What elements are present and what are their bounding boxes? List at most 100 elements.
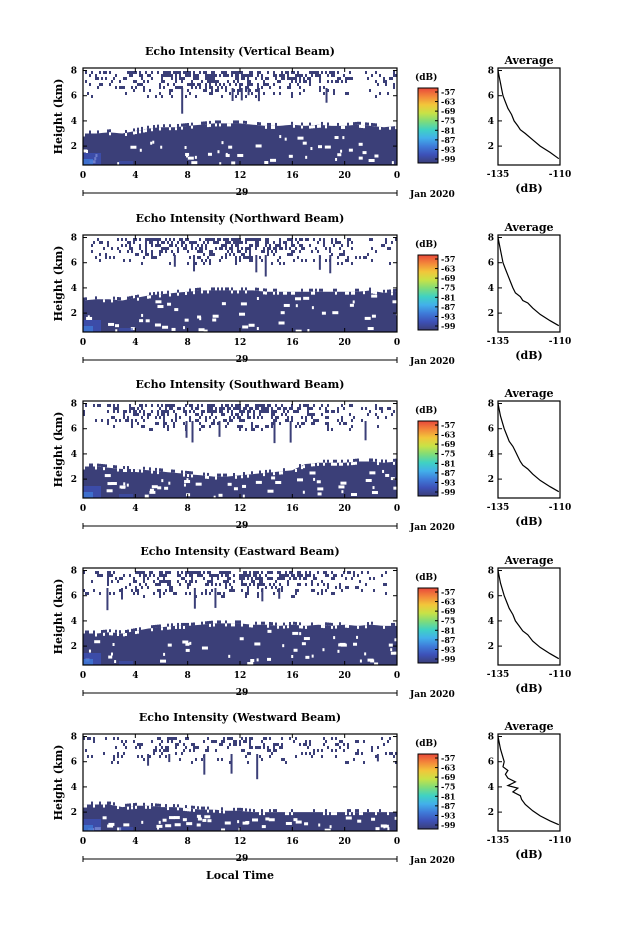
x-tick-label: 0 [80, 671, 86, 681]
average-y-tick: 6 [488, 758, 494, 768]
average-x-tick: -110 [549, 337, 572, 347]
average-y-tick: 6 [488, 425, 494, 435]
x-tick-label: 8 [185, 671, 191, 681]
average-x-tick: -110 [549, 836, 572, 846]
x-tick-label: 0 [80, 504, 86, 514]
panel-title: Echo Intensity (Eastward Beam) [140, 545, 339, 558]
panel-5: Echo Intensity (Westward Beam) 2 4 6 8 Height… [52, 711, 571, 866]
x-tick-label: 16 [286, 671, 299, 681]
x-tick-label: 4 [132, 671, 138, 681]
heatmap-cells [83, 571, 399, 666]
x-tick-label: 0 [394, 504, 400, 514]
x-tick-label: 0 [80, 338, 86, 348]
x-tick-label: 0 [394, 837, 400, 847]
colorbar [417, 254, 439, 331]
average-profile-line [497, 403, 560, 493]
y-axis-label: Height (km) [52, 79, 65, 155]
colorbar-tick: -93 [441, 810, 456, 820]
y-tick-label: 4 [71, 450, 77, 460]
average-title: Average [503, 387, 553, 400]
x-tick-label: 12 [234, 171, 247, 181]
x-tick-label: 20 [338, 338, 351, 348]
average-panel: Average 2 4 6 8 -135 -110 (dB) [487, 221, 572, 362]
colorbar-tick: -69 [441, 772, 456, 782]
y-tick-label: 2 [71, 642, 77, 652]
average-y-tick: 2 [488, 309, 494, 319]
x-tick-label: 0 [80, 171, 86, 181]
x-tick-label: 12 [234, 504, 247, 514]
average-y-tick: 8 [488, 733, 494, 743]
day-label: 29 [236, 188, 249, 198]
date-label: Jan 2020 [409, 357, 455, 367]
colorbar-tick: -75 [441, 116, 455, 126]
colorbar-tick: -81 [441, 292, 455, 302]
x-tick-label: 20 [338, 671, 351, 681]
colorbar-tick: -81 [441, 791, 455, 801]
x-tick-label: 16 [286, 837, 299, 847]
local-time-label: Local Time [206, 869, 274, 882]
colorbar-tick: -57 [441, 420, 455, 430]
colorbar-unit: (dB) [415, 239, 437, 250]
date-label: Jan 2020 [409, 856, 455, 866]
colorbar [417, 420, 439, 497]
average-y-tick: 2 [488, 642, 494, 652]
colorbar-unit: (dB) [415, 405, 437, 416]
y-tick-label: 8 [71, 567, 77, 577]
y-tick-label: 8 [71, 733, 77, 743]
average-frame [497, 567, 561, 666]
average-frame [497, 67, 561, 166]
x-tick-label: 8 [185, 837, 191, 847]
x-tick-label: 8 [185, 504, 191, 514]
panel-1: Echo Intensity (Vertical Beam) 2 4 6 8 Height… [52, 45, 571, 200]
colorbar-tick: -63 [441, 97, 456, 107]
average-y-tick: 6 [488, 259, 494, 269]
y-tick-label: 2 [71, 475, 77, 485]
average-x-tick: -110 [549, 170, 572, 180]
y-tick-label: 4 [71, 284, 77, 294]
average-profile-line [497, 570, 560, 660]
average-panel: Average 2 4 6 8 -135 -110 (dB) [487, 387, 572, 528]
x-tick-label: 0 [394, 171, 400, 181]
x-tick-label: 0 [394, 338, 400, 348]
colorbar-tick: -93 [441, 144, 456, 154]
low-echo-layer [83, 461, 397, 498]
average-x-label: (dB) [515, 349, 542, 362]
average-title: Average [503, 720, 553, 733]
average-y-tick: 4 [488, 117, 494, 127]
average-panel: Average 2 4 6 8 -135 -110 (dB) [487, 54, 572, 195]
colorbar-tick: -87 [441, 302, 455, 312]
colorbar-unit: (dB) [415, 72, 437, 83]
average-y-tick: 4 [488, 617, 494, 627]
date-label: Jan 2020 [409, 523, 455, 533]
x-tick-label: 20 [338, 837, 351, 847]
colorbar-tick: -63 [441, 597, 456, 607]
colorbar-tick: -69 [441, 439, 456, 449]
panel-3: Echo Intensity (Southward Beam) 2 4 6 8 Heigh… [52, 378, 571, 533]
x-tick-label: 12 [234, 837, 247, 847]
average-y-tick: 2 [488, 142, 494, 152]
colorbar-tick: -93 [441, 644, 456, 654]
colorbar-tick: -93 [441, 477, 456, 487]
x-tick-label: 12 [234, 671, 247, 681]
y-axis-label: Height (km) [52, 246, 65, 322]
average-y-tick: 4 [488, 284, 494, 294]
colorbar-tick: -57 [441, 587, 455, 597]
average-x-tick: -135 [487, 170, 510, 180]
colorbar-unit: (dB) [415, 572, 437, 583]
y-axis-label: Height (km) [52, 412, 65, 488]
colorbar-tick: -63 [441, 264, 456, 274]
average-y-tick: 8 [488, 67, 494, 77]
colorbar-tick: -99 [441, 820, 456, 830]
y-tick-label: 6 [71, 758, 77, 768]
average-y-tick: 4 [488, 450, 494, 460]
day-label: 29 [236, 521, 249, 531]
average-profile-line [497, 237, 560, 327]
day-label: 29 [236, 688, 249, 698]
y-tick-label: 8 [71, 67, 77, 77]
x-tick-label: 4 [132, 504, 138, 514]
average-profile-line [497, 736, 560, 826]
average-x-label: (dB) [515, 515, 542, 528]
colorbar-tick: -57 [441, 87, 455, 97]
colorbar-tick: -57 [441, 254, 455, 264]
